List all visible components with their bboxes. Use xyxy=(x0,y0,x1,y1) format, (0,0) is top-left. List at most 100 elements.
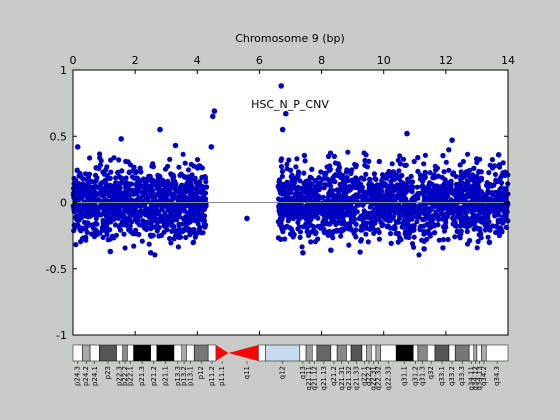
data-point xyxy=(462,186,468,192)
band-label: q34.11 xyxy=(467,366,475,390)
data-point xyxy=(175,208,182,215)
data-point xyxy=(119,193,125,200)
band-label: p13.2 xyxy=(180,366,188,386)
data-point xyxy=(288,196,294,202)
data-point xyxy=(334,187,340,193)
data-point xyxy=(180,221,186,227)
band-label: p21.3 xyxy=(138,366,146,386)
data-point xyxy=(278,157,284,164)
data-point xyxy=(83,234,89,240)
data-point xyxy=(304,216,310,222)
data-point xyxy=(378,184,384,190)
data-point xyxy=(382,181,388,187)
data-point xyxy=(156,224,162,231)
band-label: p11.1 xyxy=(218,366,226,386)
data-point xyxy=(348,215,354,221)
band-label: q21.2 xyxy=(330,366,338,386)
data-point xyxy=(292,185,298,191)
data-point xyxy=(92,183,99,189)
data-point xyxy=(74,167,80,173)
ideogram-band xyxy=(133,344,151,362)
data-point xyxy=(474,245,480,251)
data-point xyxy=(90,204,96,211)
data-point xyxy=(315,180,321,186)
data-point xyxy=(142,225,148,231)
data-point xyxy=(382,216,388,222)
data-point xyxy=(404,204,410,210)
data-point xyxy=(130,231,136,237)
data-point xyxy=(184,184,191,190)
data-point xyxy=(148,193,154,199)
data-point xyxy=(316,175,322,181)
data-point xyxy=(345,226,351,232)
data-point xyxy=(369,187,376,193)
data-point xyxy=(318,169,324,175)
data-point xyxy=(353,164,359,170)
band-label: q12 xyxy=(279,366,287,379)
data-point xyxy=(73,242,79,248)
data-point xyxy=(458,195,464,201)
data-point-outlier xyxy=(74,144,81,150)
data-point xyxy=(414,219,420,225)
data-point xyxy=(439,203,445,209)
data-point xyxy=(401,217,407,224)
data-point xyxy=(420,178,426,184)
data-point xyxy=(279,212,285,218)
data-point xyxy=(357,249,363,255)
data-point xyxy=(93,220,99,226)
data-point xyxy=(478,177,485,183)
data-point xyxy=(367,196,373,202)
data-point xyxy=(288,212,294,218)
data-point xyxy=(435,173,442,179)
data-point xyxy=(396,176,402,182)
data-point xyxy=(372,220,378,226)
ideogram-band xyxy=(312,344,318,362)
band-label: p22.1 xyxy=(126,366,134,386)
data-point xyxy=(429,181,435,187)
data-point-outlier xyxy=(210,113,216,120)
data-point xyxy=(502,169,508,175)
centromere-band xyxy=(215,345,229,361)
data-point xyxy=(91,189,98,195)
data-point xyxy=(74,196,80,202)
data-point xyxy=(411,204,417,211)
data-point xyxy=(399,224,405,230)
x-tick-label: 2 xyxy=(132,54,139,67)
data-point xyxy=(201,214,207,221)
data-point xyxy=(115,180,121,186)
data-point xyxy=(353,234,359,240)
data-point xyxy=(275,183,281,189)
data-point xyxy=(321,229,327,235)
data-point xyxy=(474,156,480,162)
data-point xyxy=(456,182,462,188)
data-point xyxy=(501,192,507,198)
data-point xyxy=(416,252,422,258)
data-point xyxy=(279,168,285,174)
data-point xyxy=(394,195,400,201)
data-point xyxy=(303,179,309,185)
data-point xyxy=(122,245,128,251)
band-label: q31.2 xyxy=(412,366,420,386)
data-point xyxy=(374,182,380,188)
data-point xyxy=(400,189,406,195)
data-point xyxy=(133,182,139,188)
data-point xyxy=(353,209,359,215)
data-point xyxy=(465,194,471,200)
data-point xyxy=(489,157,495,163)
data-point xyxy=(169,228,175,234)
data-point xyxy=(396,168,402,174)
data-point xyxy=(196,226,202,232)
data-point xyxy=(109,197,115,203)
data-point xyxy=(189,172,195,178)
x-tick-label: 6 xyxy=(256,54,263,67)
data-point xyxy=(134,191,140,197)
data-point xyxy=(367,176,373,182)
data-point xyxy=(338,205,344,211)
data-point xyxy=(421,161,427,167)
data-point xyxy=(380,175,386,181)
data-point xyxy=(71,222,77,228)
data-point xyxy=(439,211,446,217)
data-point xyxy=(404,186,410,192)
data-point xyxy=(283,207,289,213)
data-point-outlier xyxy=(107,248,114,255)
